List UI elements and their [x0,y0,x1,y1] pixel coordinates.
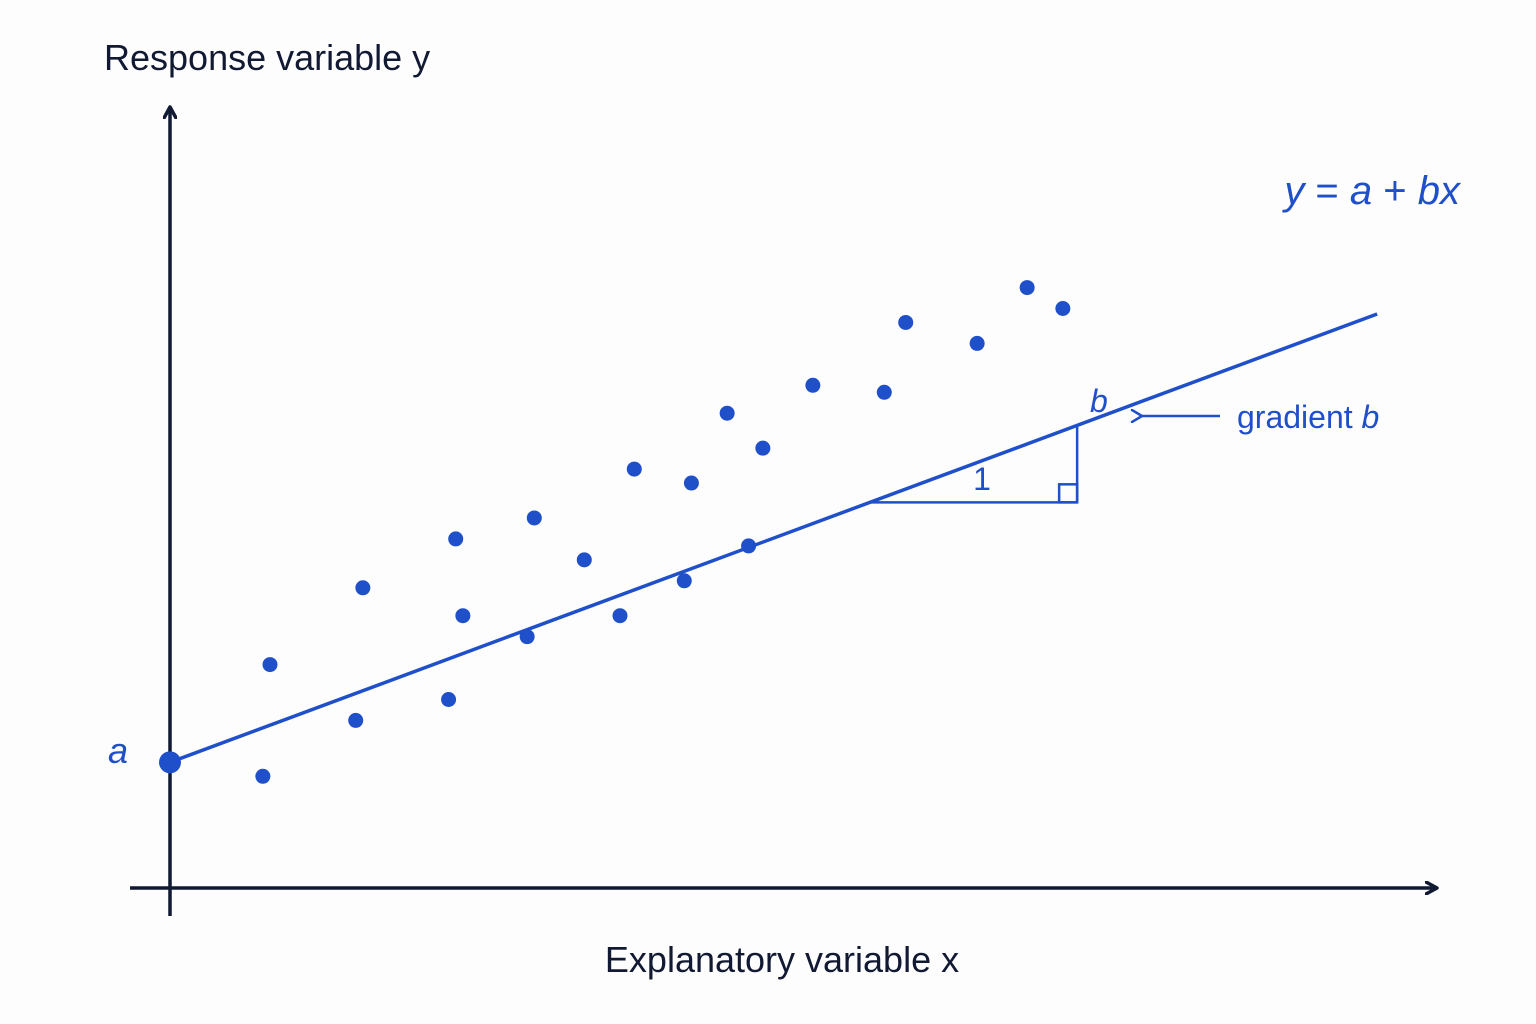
regression-equation: y = a + bx [1281,169,1462,213]
data-point-17 [755,440,771,456]
data-point-4 [355,580,371,596]
data-point-21 [969,335,985,351]
gradient-annotation: gradient b [1237,399,1379,435]
data-point-12 [626,461,642,477]
equation-plus: + [1372,169,1418,213]
y-axis-title: Response variable y [104,37,430,78]
equation-equals: = [1304,169,1350,213]
run-label: 1 [973,461,991,497]
data-point-18 [805,377,821,393]
data-point-11 [612,608,628,624]
data-point-2 [262,657,278,673]
data-point-14 [683,475,699,491]
equation-bx: bx [1418,169,1462,213]
right-angle-marker [1057,483,1079,504]
data-point-7 [455,608,471,624]
gradient-annotation-symbol: b [1362,399,1380,435]
intercept-point [159,751,181,774]
data-point-19 [876,384,892,400]
x-axis-title: Explanatory variable x [605,939,959,980]
gradient-annotation-text: gradient [1237,399,1362,435]
data-point-10 [576,552,592,568]
data-points [255,280,1071,784]
data-point-20 [898,314,914,330]
regression-line [169,312,1378,764]
data-point-5 [441,691,457,707]
equation-a: a [1350,169,1372,213]
data-point-6 [448,531,464,547]
data-point-15 [719,405,735,421]
rise-label: b [1090,383,1108,419]
equation-lhs: y [1281,169,1307,213]
data-point-22 [1019,280,1035,296]
gradient-triangle [870,425,1079,504]
data-point-13 [676,573,692,589]
data-point-9 [526,510,542,526]
data-point-23 [1055,301,1071,317]
intercept-label: a [108,730,128,771]
data-point-3 [348,712,364,728]
data-point-1 [255,768,271,784]
